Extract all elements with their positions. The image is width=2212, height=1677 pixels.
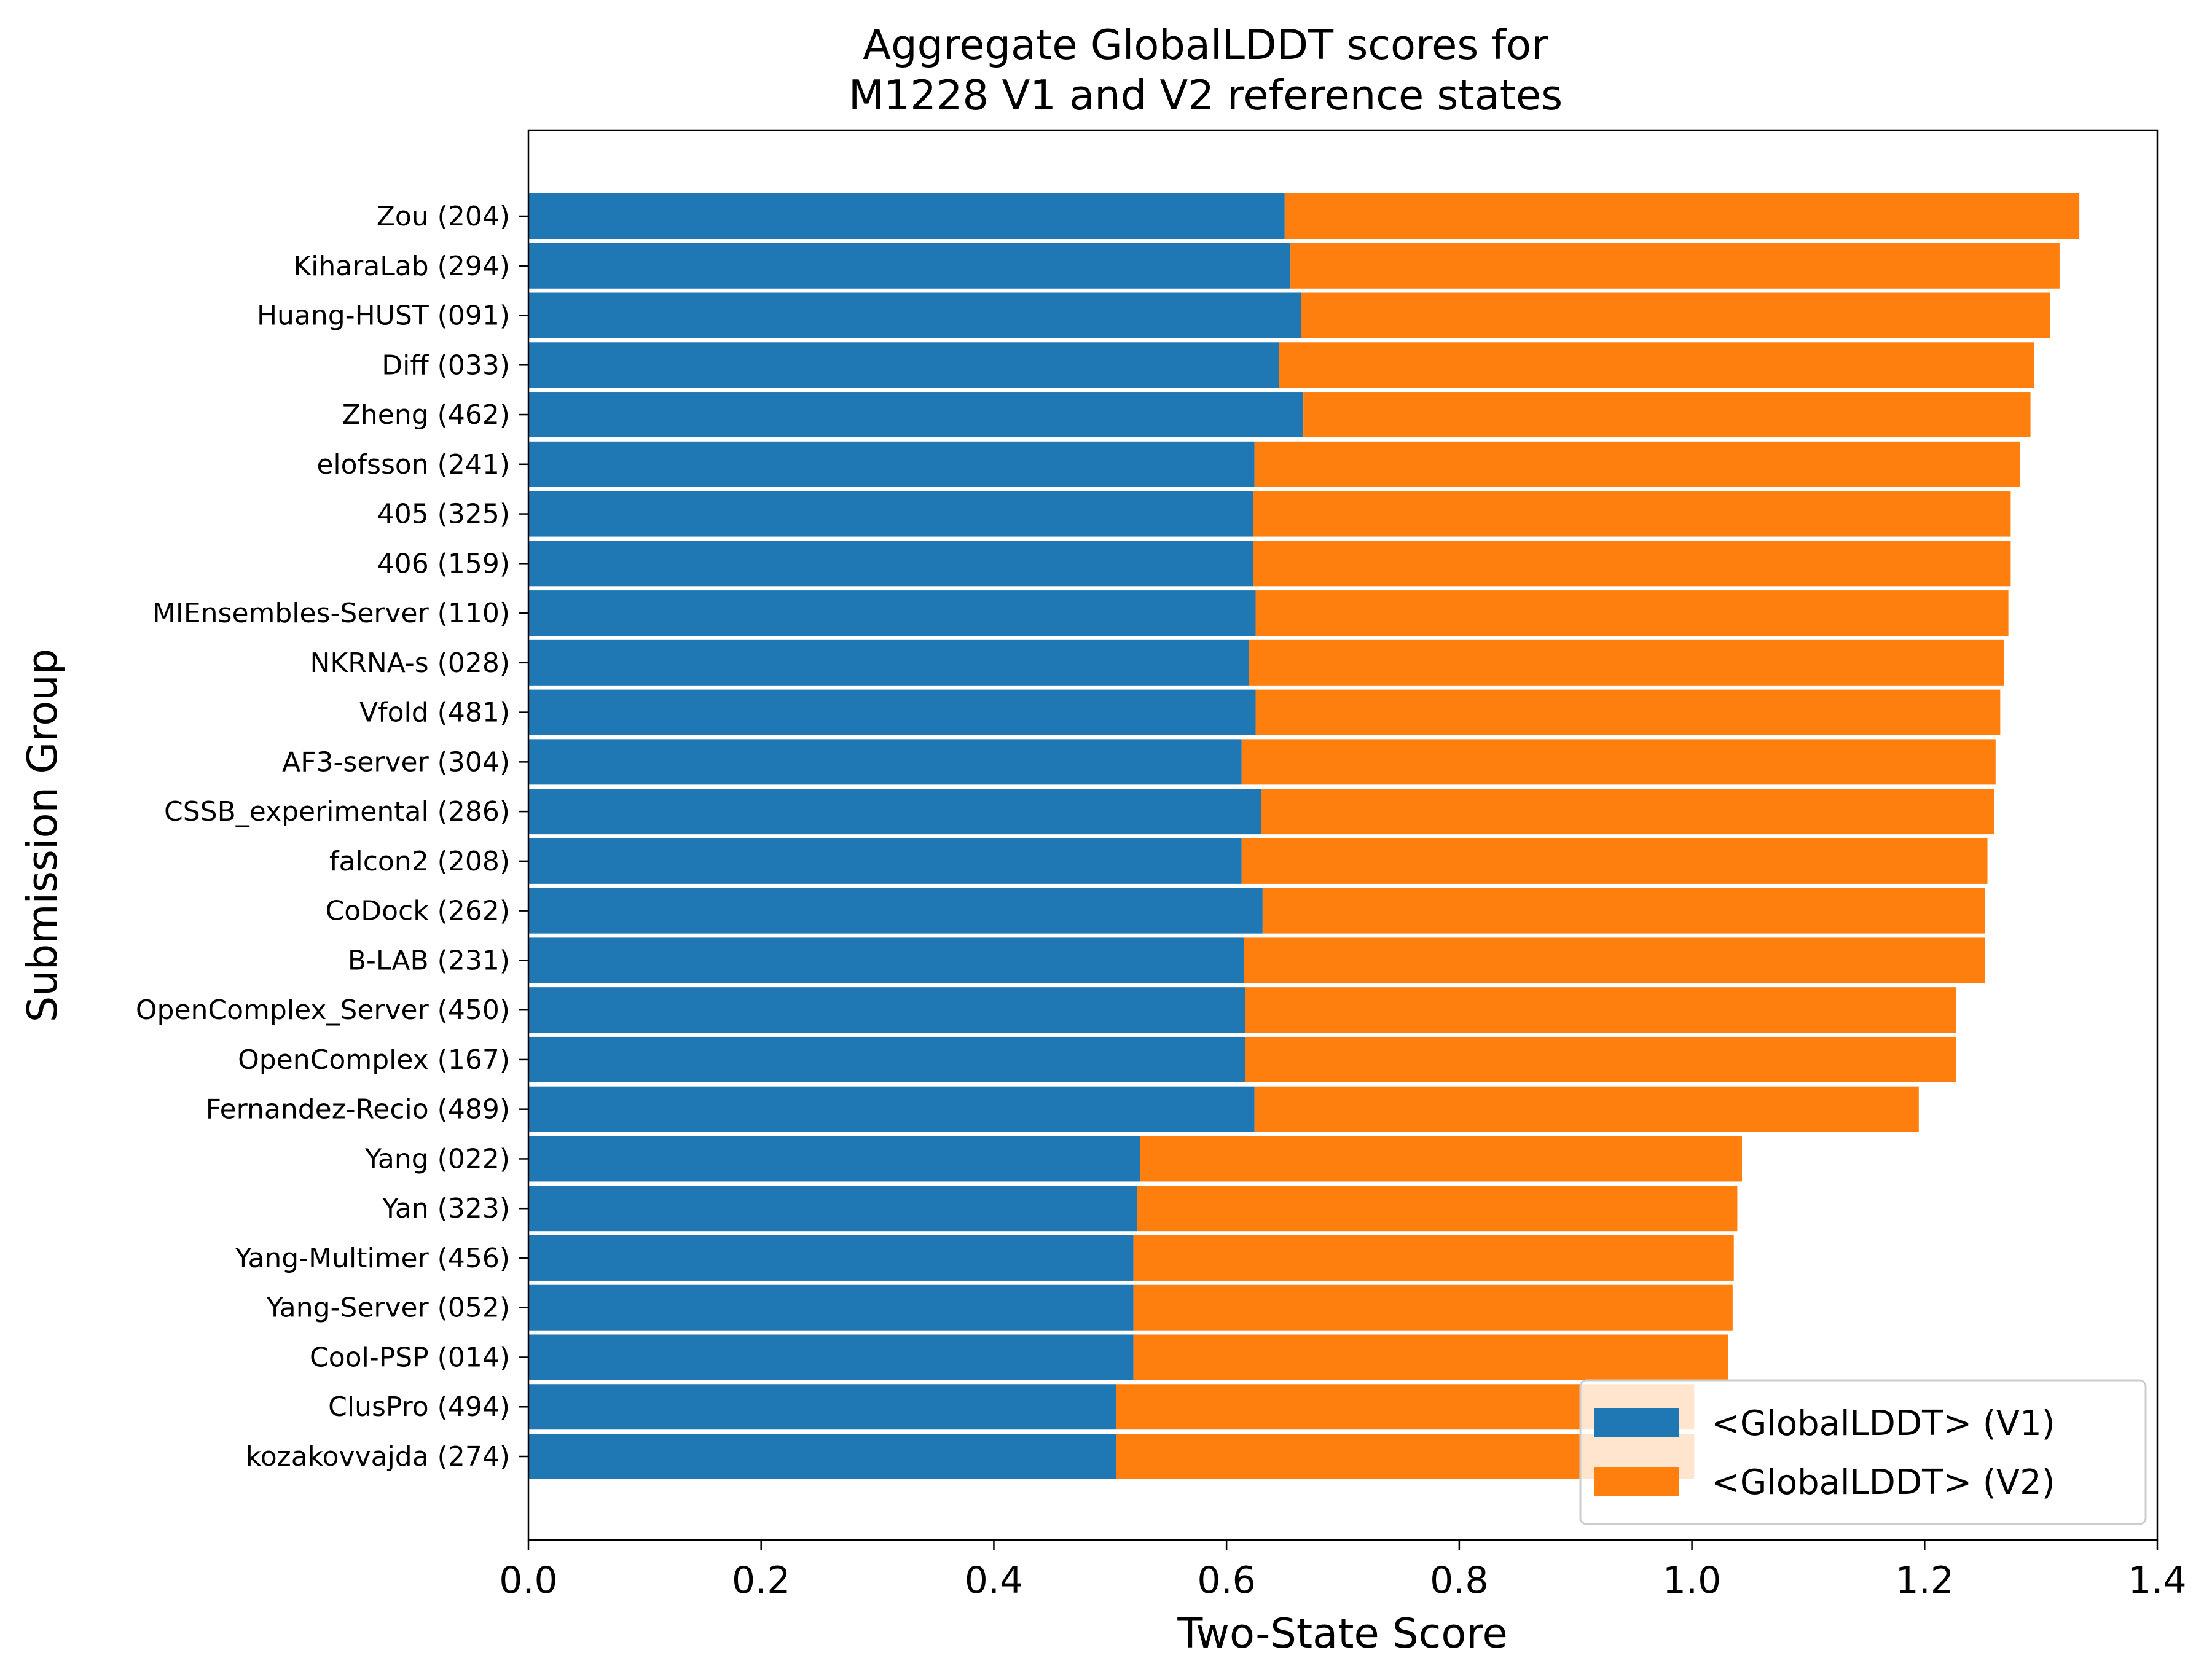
y-tick-label: MIEnsembles-Server (110): [152, 598, 510, 629]
y-tick-label: CSSB_experimental (286): [164, 796, 510, 827]
y-tick-label: ClusPro (494): [328, 1391, 510, 1423]
bar-v1-13: [528, 838, 1242, 884]
x-ticks-group: 0.0 0.2 0.4 0.6 0.8 1.0 1.2 1.4: [499, 1540, 2187, 1602]
bar-v2-14: [1262, 888, 1985, 934]
y-tick-label: elofsson (241): [316, 449, 510, 480]
bar-v1-15: [528, 937, 1244, 983]
y-tick-label: 405 (325): [377, 499, 510, 530]
legend-label-v2: <GlobalLDDT> (V2): [1711, 1463, 2055, 1503]
bar-v1-17: [528, 1036, 1245, 1082]
x-tick-label: 1.0: [1663, 1559, 1721, 1602]
bar-v2-6: [1253, 491, 2011, 537]
y-tick-label: AF3-server (304): [282, 746, 510, 778]
y-tick-label: OpenComplex (167): [238, 1044, 510, 1076]
bar-v1-9: [528, 639, 1249, 686]
y-tick-label: CoDock (262): [326, 896, 510, 927]
y-tick-label: Yang-Multimer (456): [235, 1243, 510, 1274]
bar-v2-23: [1133, 1334, 1728, 1380]
x-axis-label: Two-State Score: [1177, 1609, 1507, 1657]
y-tick-label: Yang (022): [364, 1143, 510, 1175]
bar-v2-1: [1290, 243, 2060, 289]
bar-v1-0: [528, 194, 1285, 239]
y-tick-label: B-LAB (231): [348, 945, 510, 976]
legend-swatch-v1: [1594, 1408, 1679, 1437]
y-tick-label: OpenComplex_Server (450): [136, 995, 510, 1026]
bar-v1-24: [528, 1384, 1116, 1430]
bar-v1-5: [528, 441, 1255, 487]
bar-v2-9: [1249, 639, 2004, 686]
bar-v1-18: [528, 1086, 1255, 1132]
x-tick-label: 0.0: [499, 1559, 557, 1602]
bar-v2-16: [1245, 987, 1956, 1033]
y-tick-label: kozakovvajda (274): [246, 1441, 510, 1472]
bar-v1-16: [528, 987, 1245, 1033]
y-tick-label: Zou (204): [377, 201, 510, 232]
y-tick-label: Cool-PSP (014): [310, 1342, 510, 1373]
bar-v1-14: [528, 888, 1263, 934]
bar-v1-21: [528, 1235, 1134, 1281]
bar-v1-2: [528, 292, 1301, 338]
bar-v2-19: [1140, 1136, 1742, 1182]
y-tick-label: Yan (323): [382, 1193, 510, 1224]
y-tick-label: Huang-HUST (091): [257, 300, 510, 332]
bar-v1-3: [528, 342, 1279, 388]
bar-v1-6: [528, 491, 1253, 537]
x-tick-label: 1.4: [2128, 1559, 2186, 1602]
bar-v1-22: [528, 1284, 1134, 1331]
legend-frame: [1579, 1379, 2147, 1525]
y-tick-label: Vfold (481): [359, 697, 510, 729]
bar-v2-18: [1254, 1086, 1919, 1132]
legend-swatch-v2: [1594, 1467, 1679, 1496]
bar-v2-12: [1261, 789, 1994, 835]
chart-title-line-2: M1228 V1 and V2 reference states: [849, 71, 1563, 119]
y-tick-label: falcon2 (208): [329, 846, 510, 877]
bar-v2-21: [1133, 1235, 1734, 1281]
bar-v2-20: [1137, 1186, 1738, 1232]
bar-v1-11: [528, 739, 1242, 785]
y-tick-label: Zheng (462): [342, 399, 510, 431]
bar-v2-2: [1301, 292, 2050, 338]
bar-v2-11: [1241, 739, 1996, 785]
legend-label-v1: <GlobalLDDT> (V1): [1711, 1404, 2055, 1444]
y-tick-label: NKRNA-s (028): [310, 647, 511, 679]
bar-v2-10: [1255, 689, 2001, 735]
bar-v1-20: [528, 1186, 1137, 1232]
y-tick-label: KiharaLab (294): [293, 251, 510, 282]
bar-v1-10: [528, 689, 1256, 735]
bar-v2-7: [1253, 541, 2011, 587]
y-tick-label: 406 (159): [377, 548, 510, 579]
bar-v1-4: [528, 392, 1304, 438]
bar-v2-13: [1241, 838, 1988, 884]
bar-v2-0: [1284, 194, 2080, 239]
chart-title-line-1: Aggregate GlobalLDDT scores for: [863, 21, 1548, 69]
bar-v2-5: [1254, 441, 2020, 487]
plot-frame: [527, 129, 2159, 1541]
bar-v2-4: [1303, 392, 2031, 438]
x-tick-label: 0.4: [965, 1559, 1023, 1602]
bar-v1-19: [528, 1136, 1141, 1182]
bar-v1-8: [528, 590, 1256, 636]
y-axis-label: Submission Group: [18, 649, 66, 1023]
y-tick-label: Yang-Server (052): [266, 1292, 510, 1324]
y-tick-label: Diff (033): [382, 350, 510, 381]
bar-v1-23: [528, 1334, 1134, 1380]
bar-v1-7: [528, 541, 1253, 587]
bar-v2-15: [1244, 937, 1985, 983]
y-ticks-group: Zou (204) KiharaLab (294) Huang-HUST (091)…: [136, 201, 528, 1472]
x-tick-label: 0.8: [1430, 1559, 1488, 1602]
bar-v1-1: [528, 243, 1291, 289]
bar-v1-12: [528, 789, 1261, 835]
bar-v1-25: [528, 1434, 1116, 1479]
bar-v2-17: [1245, 1036, 1956, 1082]
bar-v2-22: [1133, 1284, 1733, 1331]
x-tick-label: 1.2: [1896, 1559, 1954, 1602]
legend: <GlobalLDDT> (V1) <GlobalLDDT> (V2): [1579, 1379, 2147, 1525]
bars-group: [528, 194, 2080, 1479]
y-tick-label: Fernandez-Recio (489): [206, 1094, 510, 1125]
x-tick-label: 0.6: [1197, 1559, 1255, 1602]
bar-v2-8: [1255, 590, 2009, 636]
x-tick-label: 0.2: [732, 1559, 790, 1602]
bar-v2-3: [1279, 342, 2034, 388]
